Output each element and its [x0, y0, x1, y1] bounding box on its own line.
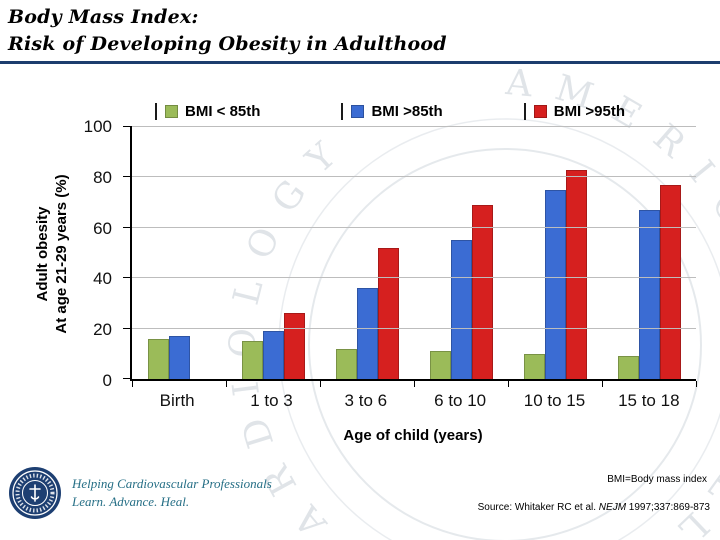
title-underline — [0, 61, 720, 64]
bar-group — [414, 127, 508, 379]
x-tick-mark — [226, 381, 227, 387]
legend-label: BMI < 85th — [185, 102, 261, 120]
acc-tagline-line1: Helping Cardiovascular Professionals — [72, 476, 272, 491]
bar — [429, 351, 451, 379]
bar — [450, 240, 472, 379]
bar — [168, 336, 190, 379]
acc-logo-block: Helping Cardiovascular Professionals Lea… — [8, 466, 272, 520]
category-label: 10 to 15 — [523, 391, 586, 410]
chart-legend: BMI < 85th BMI >85th BMI >95th — [155, 101, 625, 121]
y-tick-label: 100 — [83, 117, 112, 136]
x-tick-mark — [508, 381, 509, 387]
source-footnote: Source: Whitaker RC et al. NEJM 1997;337… — [478, 502, 710, 513]
y-tick-label: 40 — [93, 269, 112, 289]
source-journal: NEJM — [598, 502, 627, 513]
y-tick-mark — [123, 327, 132, 329]
x-tick-mark — [696, 381, 697, 387]
y-tick-mark — [123, 226, 132, 228]
category-label: Birth — [159, 391, 195, 410]
y-axis-ticks: 0 20 40 60 80 100 — [58, 117, 120, 390]
y-tick-label: 60 — [93, 218, 112, 238]
legend-swatch — [351, 104, 365, 118]
acc-logo-icon — [9, 467, 61, 519]
x-tick-mark — [602, 381, 603, 387]
bar — [565, 169, 587, 379]
bar — [262, 331, 284, 379]
legend-swatch — [165, 104, 178, 118]
y-tick-mark — [123, 126, 132, 127]
legend-divider — [523, 102, 526, 120]
category-label: 15 to 18 — [618, 391, 680, 410]
y-axis-label-line1: Adult obesity — [34, 206, 51, 302]
category-label: 3 to 6 — [344, 391, 388, 410]
gridline — [132, 126, 696, 127]
legend-item: BMI < 85th — [155, 102, 261, 120]
category-label: 6 to 10 — [434, 391, 487, 410]
legend-label: BMI >85th — [371, 102, 443, 120]
legend-label: BMI >95th — [553, 102, 625, 120]
x-tick-mark — [320, 381, 321, 387]
category-labels: Birth 1 to 3 3 to 6 6 to 10 10 to 15 15 to 18 — [130, 391, 696, 411]
bar — [523, 353, 545, 379]
legend-swatch — [533, 104, 547, 118]
page-title-line2: Risk of Developing Obesity in Adulthood — [8, 33, 447, 55]
bar — [241, 341, 263, 379]
slide-header: Body Mass Index: Risk of Developing Obes… — [8, 4, 447, 58]
category-label: 1 to 3 — [250, 391, 293, 410]
plot-area — [123, 126, 697, 387]
bmi-footnote: BMI=Body mass index — [607, 474, 707, 485]
bar — [283, 313, 305, 379]
bar-group — [132, 127, 226, 379]
y-tick-mark — [123, 378, 132, 379]
bar-group — [602, 127, 696, 379]
y-tick-mark — [123, 277, 132, 279]
bar — [377, 247, 399, 379]
legend-item: BMI >85th — [341, 102, 443, 120]
bar-group — [508, 127, 602, 379]
acc-tagline-line2: Learn. Advance. Heal. — [72, 494, 190, 509]
bar — [544, 190, 566, 379]
acc-tagline: Helping Cardiovascular Professionals Lea… — [72, 475, 272, 511]
watermark-inner-circle — [308, 148, 702, 540]
y-tick-label: 20 — [93, 320, 112, 340]
y-tick-mark — [123, 176, 132, 178]
bar-groups — [132, 127, 696, 379]
x-tick-mark — [414, 381, 415, 387]
source-prefix: Source: Whitaker RC et al. — [477, 502, 599, 513]
bar — [659, 184, 681, 379]
bar-group — [320, 127, 414, 379]
gridline — [132, 176, 696, 178]
source-suffix: 1997;337:869-873 — [626, 502, 710, 513]
bar — [638, 210, 660, 379]
x-axis-label: Age of child (years) — [343, 427, 483, 444]
legend-item: BMI >95th — [523, 102, 625, 120]
bar — [617, 356, 639, 379]
gridline — [132, 277, 696, 279]
gridline — [132, 327, 696, 329]
bar — [356, 288, 378, 379]
legend-divider — [155, 102, 157, 120]
legend-divider — [341, 102, 344, 120]
bar — [147, 338, 169, 379]
x-tick-mark — [132, 381, 133, 387]
bar — [335, 348, 357, 379]
y-tick-label: 0 — [102, 371, 112, 390]
gridline — [132, 226, 696, 228]
bar — [471, 205, 493, 379]
bar-group — [226, 127, 320, 379]
y-tick-label: 80 — [93, 167, 112, 187]
page-title-line1: Body Mass Index: — [8, 6, 199, 28]
